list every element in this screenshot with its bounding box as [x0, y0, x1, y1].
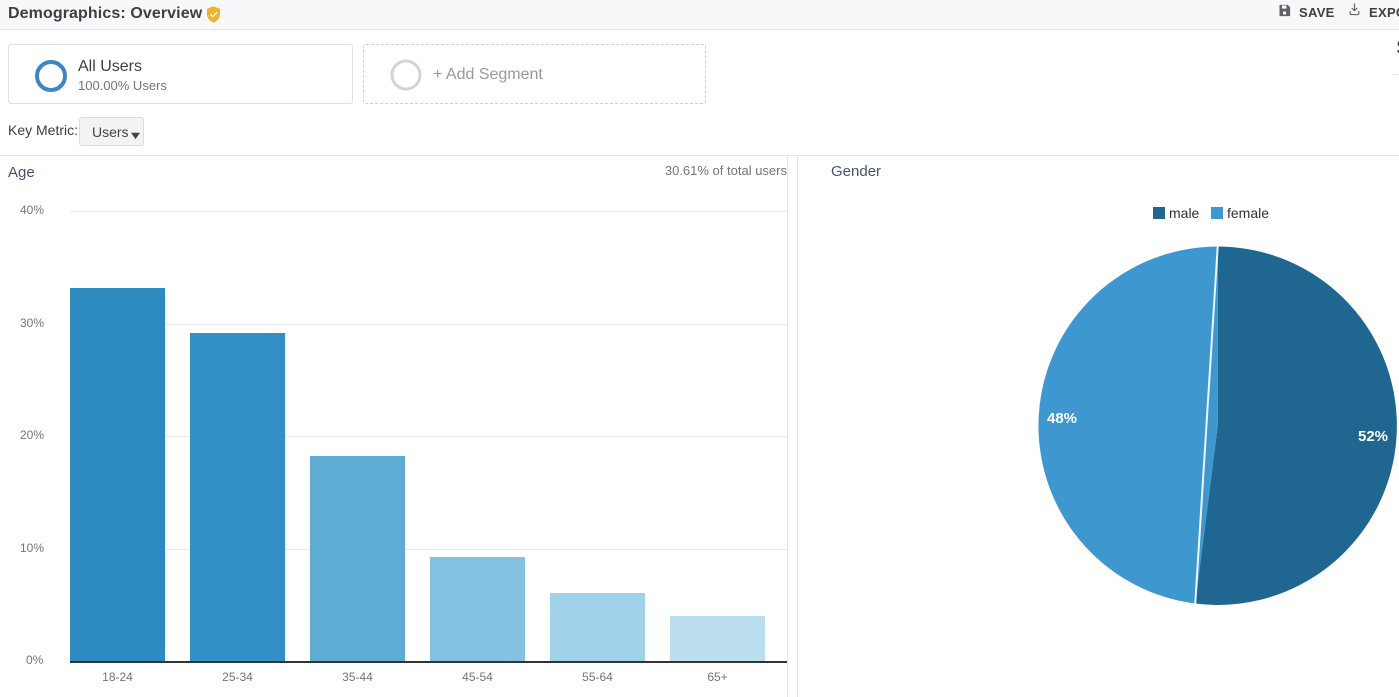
svg-text:48%: 48%: [1047, 410, 1077, 427]
svg-text:52%: 52%: [1358, 428, 1388, 445]
